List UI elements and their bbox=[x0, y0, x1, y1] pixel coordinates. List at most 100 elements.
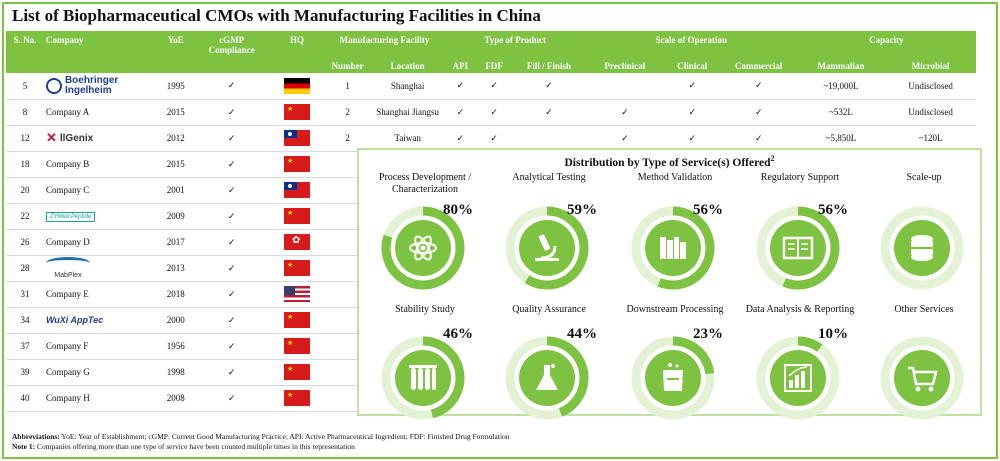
subheader-9: Microbial bbox=[885, 59, 976, 73]
cell-cgmp: ✓ bbox=[193, 125, 270, 152]
cell-hq bbox=[269, 255, 325, 282]
cell-comm: ✓ bbox=[720, 73, 797, 100]
cell-yoe: 2001 bbox=[157, 177, 194, 204]
de-flag-icon bbox=[283, 77, 310, 94]
cell-location: Shanghai Jiangsu bbox=[370, 99, 445, 126]
service-donut bbox=[381, 336, 465, 420]
cell-hq bbox=[269, 281, 325, 308]
service-percent-label: 44% bbox=[567, 326, 597, 342]
beaker-icon bbox=[663, 363, 683, 391]
service-percent-label: 23% bbox=[693, 326, 723, 342]
service-percent-label: 46% bbox=[443, 326, 473, 342]
service-donut bbox=[880, 336, 964, 420]
cell-sno: 5 bbox=[6, 73, 44, 100]
cell-sno: 12 bbox=[6, 125, 44, 152]
cell-company: Company F bbox=[43, 333, 158, 360]
cell-cgmp: ✓ bbox=[193, 385, 270, 412]
header-sno: S. No. bbox=[6, 31, 44, 73]
cell-yoe: 2000 bbox=[157, 307, 194, 334]
service-name: Data Analysis & Reporting bbox=[745, 304, 855, 315]
cell-company: Company D bbox=[43, 229, 158, 256]
page-title: List of Biopharmaceutical CMOs with Manu… bbox=[12, 6, 541, 25]
cell-company: Company E bbox=[43, 281, 158, 308]
service-donut bbox=[880, 206, 964, 290]
donut-value-arc bbox=[381, 206, 465, 290]
cn-flag-icon bbox=[283, 312, 310, 328]
books-icon bbox=[660, 237, 686, 259]
cell-micro: Undisclosed bbox=[885, 73, 976, 100]
donut-track bbox=[880, 206, 964, 290]
cell-sno: 26 bbox=[6, 229, 44, 256]
service-name: Regulatory Support bbox=[760, 172, 840, 183]
abbr-text: YoE: Year of Establishment; cGMP: Curren… bbox=[61, 432, 510, 441]
cell-yoe: 2015 bbox=[157, 99, 194, 126]
cell-sno: 28 bbox=[6, 255, 44, 282]
service-item: Process Development / Characterization 80… bbox=[365, 172, 485, 302]
table-row: 12 ✕ llGenix 2012 ✓ 2 Taiwan ✓ ✓ ✓ ✓ ✓ ~5,850L ~120L bbox=[6, 125, 976, 152]
tw-flag-icon bbox=[283, 130, 310, 146]
cell-company: Company A bbox=[43, 99, 158, 126]
cell-hq bbox=[269, 333, 325, 360]
cell-mamm: ~532L bbox=[796, 99, 886, 126]
cell-cgmp: ✓ bbox=[193, 203, 270, 230]
service-item: Quality Assurance 44% bbox=[489, 304, 609, 434]
service-percent-label: 80% bbox=[443, 202, 473, 218]
subheader-1: Location bbox=[370, 59, 445, 73]
service-percent-label: 10% bbox=[818, 326, 848, 342]
subheader-4: Fill / Finish bbox=[512, 59, 586, 73]
cell-fdf: ✓ bbox=[476, 73, 513, 100]
cell-hq bbox=[269, 99, 325, 126]
subheader-8: Mammalian bbox=[796, 59, 886, 73]
service-donut bbox=[756, 336, 840, 420]
cell-mamm: ~19,000L bbox=[796, 73, 886, 100]
cell-yoe: 1995 bbox=[157, 73, 194, 100]
cell-yoe: 2017 bbox=[157, 229, 194, 256]
service-name: Stability Study bbox=[395, 304, 455, 315]
service-name: Analytical Testing bbox=[512, 172, 586, 183]
cell-micro: ~120L bbox=[885, 125, 976, 152]
table-row: 5 Boehringer Ingelheim 1995 ✓ 1 Shanghai ✓ ✓ ✓ ✓ ✓ ~… bbox=[6, 73, 976, 100]
donut-value-arc bbox=[756, 336, 840, 420]
cell-hq bbox=[269, 307, 325, 334]
cell-yoe: 2008 bbox=[157, 385, 194, 412]
cell-company: Company B bbox=[43, 151, 158, 178]
cell-api: ✓ bbox=[444, 125, 477, 152]
subheader-7: Commercial bbox=[720, 59, 797, 73]
service-name: Process Development / Characterization bbox=[378, 172, 472, 195]
cell-yoe: 2012 bbox=[157, 125, 194, 152]
cell-company: ✕ llGenix bbox=[43, 125, 158, 152]
chart-title: Distribution by Type of Service(s) Offer… bbox=[564, 154, 775, 169]
cell-fill: ✓ bbox=[512, 73, 586, 100]
cell-number: 2 bbox=[324, 99, 371, 126]
service-name: Scale-up bbox=[906, 172, 942, 183]
cell-yoe: 2009 bbox=[157, 203, 194, 230]
cell-sno: 18 bbox=[6, 151, 44, 178]
cell-sno: 40 bbox=[6, 385, 44, 412]
cell-cgmp: ✓ bbox=[193, 359, 270, 386]
service-distribution-panel: Distribution by Type of Service(s) Offer… bbox=[357, 148, 982, 420]
cell-hq bbox=[269, 203, 325, 230]
service-name: Other Services bbox=[894, 304, 954, 315]
cell-cgmp: ✓ bbox=[193, 73, 270, 100]
cell-hq bbox=[269, 385, 325, 412]
cell-yoe: 1998 bbox=[157, 359, 194, 386]
donut-value-arc bbox=[505, 336, 589, 420]
service-donut bbox=[631, 206, 715, 290]
abbr-label: Abbreviations: bbox=[12, 432, 60, 441]
subheader-3: FDF bbox=[476, 59, 513, 73]
donut-value-arc bbox=[505, 206, 589, 290]
service-percent-label: 56% bbox=[693, 202, 723, 218]
bar-chart-icon bbox=[784, 364, 812, 392]
us-flag-icon bbox=[283, 286, 310, 302]
cn-flag-icon bbox=[283, 260, 310, 276]
service-percent-label: 59% bbox=[567, 202, 597, 218]
cell-company: ZYMed Peptide bbox=[43, 203, 158, 230]
subheader-0: Number bbox=[324, 59, 371, 73]
mabplex-logo: MabPlex bbox=[45, 257, 90, 279]
cell-cgmp: ✓ bbox=[193, 333, 270, 360]
cell-cgmp: ✓ bbox=[193, 151, 270, 178]
cell-comm: ✓ bbox=[720, 99, 797, 126]
cn-flag-icon bbox=[283, 390, 310, 406]
cell-hq bbox=[269, 73, 325, 100]
